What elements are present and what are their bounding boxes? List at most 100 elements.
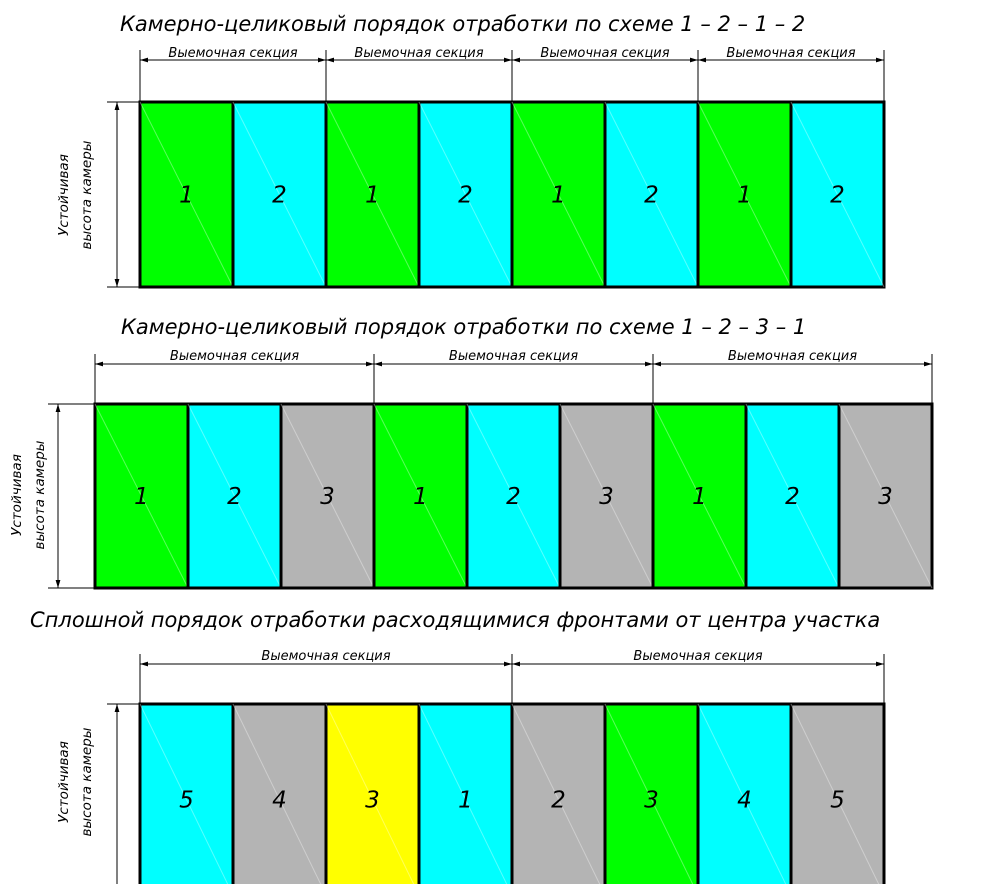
chamber-rect: [372, 402, 469, 590]
diagram-1: Камерно-целиковый порядок отработки по с…: [56, 12, 886, 289]
chamber-cell: 1: [696, 100, 793, 289]
hatch-line: [790, 101, 885, 288]
chamber-rect: [651, 402, 748, 590]
section-dimension: Выемочная секция Выемочная секция Выемочна…: [94, 349, 933, 404]
chamber-cell: 2: [465, 402, 562, 590]
hatch-line: [652, 403, 747, 589]
chamber-rect: [696, 702, 793, 884]
section-dimension: Выемочная секция Выемочная секция Выемочна…: [139, 46, 885, 102]
chamber-cell: 2: [417, 100, 514, 289]
chamber-cell: 1: [417, 702, 514, 884]
hatch-line: [466, 403, 561, 589]
order-number: 1: [179, 183, 194, 209]
height-dimension: Устойчивая высота камеры: [9, 403, 95, 589]
chamber-cell: 3: [324, 702, 421, 884]
hatch-line: [745, 403, 840, 589]
hatch-line: [139, 703, 229, 884]
chamber-cell: 2: [510, 702, 607, 884]
hatch-line: [280, 403, 375, 589]
hatch-line: [559, 403, 654, 589]
side-label-line2: высота камеры: [79, 727, 95, 836]
chamber-rect: [696, 100, 793, 289]
height-dimension: Устойчивая высота камеры: [56, 101, 140, 288]
order-number: 3: [644, 788, 659, 814]
hatch-line: [697, 703, 787, 884]
section-label: Выемочная секция: [354, 46, 483, 61]
chamber-cell: 2: [744, 402, 841, 590]
chamber-cell: 1: [510, 100, 607, 289]
section-label: Выемочная секция: [449, 349, 578, 364]
order-number: 5: [830, 788, 845, 814]
height-dimension: Устойчивая высота камеры: [56, 703, 140, 884]
chamber-cell: 3: [558, 402, 655, 590]
hatch-line: [604, 703, 694, 884]
order-number: 3: [599, 484, 614, 510]
order-number: 2: [458, 183, 473, 209]
hatch-line: [187, 403, 282, 589]
chamber-cell: 3: [603, 702, 700, 884]
side-label-line1: Устойчивая: [56, 154, 72, 236]
order-number: 4: [272, 788, 287, 814]
order-number: 2: [506, 484, 521, 510]
order-number: 1: [692, 484, 707, 510]
order-number: 2: [227, 484, 242, 510]
side-label-line1: Устойчивая: [56, 741, 72, 823]
order-number: 3: [365, 788, 380, 814]
chamber-rect: [744, 402, 841, 590]
order-number: 2: [272, 183, 287, 209]
chamber-cell: 2: [603, 100, 700, 289]
chamber-rect: [417, 100, 514, 289]
chamber-rect: [510, 702, 607, 884]
chamber-rect: [417, 702, 514, 884]
hatch-line: [232, 101, 327, 288]
chamber-cell: 5: [138, 702, 235, 884]
hatch-line: [232, 703, 322, 884]
order-number: 1: [365, 183, 380, 209]
chamber-rect: [465, 402, 562, 590]
chamber-cell: 1: [324, 100, 421, 289]
hatch-line: [511, 101, 606, 288]
chamber-cell: 5: [789, 702, 886, 884]
chamber-cell: 1: [138, 100, 235, 289]
section-dimension: Выемочная секция Выемочная секция: [139, 649, 885, 704]
order-number: 1: [458, 788, 473, 814]
order-number: 2: [551, 788, 566, 814]
chamber-rect: [510, 100, 607, 289]
chamber-cell: 1: [372, 402, 469, 590]
side-label-line1: Устойчивая: [9, 454, 25, 536]
hatch-line: [697, 101, 792, 288]
diagram-2: Камерно-целиковый порядок отработки по с…: [9, 315, 934, 590]
section-label: Выемочная секция: [168, 46, 297, 61]
chamber-rect: [231, 702, 328, 884]
hatch-line: [838, 403, 933, 589]
chamber-rect: [603, 100, 700, 289]
order-number: 2: [644, 183, 659, 209]
section-label: Выемочная секция: [726, 46, 855, 61]
diagram-title: Камерно-целиковый порядок отработки по с…: [120, 12, 805, 36]
hatch-line: [418, 101, 513, 288]
section-label: Выемочная секция: [633, 649, 762, 664]
section-label: Выемочная секция: [170, 349, 299, 364]
order-number: 2: [785, 484, 800, 510]
order-number: 1: [737, 183, 752, 209]
chamber-cell: 1: [93, 402, 190, 590]
section-label: Выемочная секция: [261, 649, 390, 664]
order-number: 1: [134, 484, 149, 510]
hatch-line: [511, 703, 601, 884]
order-number: 3: [320, 484, 335, 510]
order-number: 4: [737, 788, 752, 814]
hatch-line: [94, 403, 189, 589]
hatch-line: [418, 703, 508, 884]
diagram-3: Сплошной порядок отработки расходящимися…: [30, 608, 886, 884]
side-label-line2: высота камеры: [79, 140, 95, 249]
chamber-rect: [231, 100, 328, 289]
hatch-line: [373, 403, 468, 589]
chamber-rect: [837, 402, 934, 590]
hatch-line: [604, 101, 699, 288]
hatch-line: [325, 101, 420, 288]
side-label-line2: высота камеры: [32, 440, 48, 549]
chamber-rect: [186, 402, 283, 590]
order-number: 3: [878, 484, 893, 510]
chamber-cell: 3: [279, 402, 376, 590]
